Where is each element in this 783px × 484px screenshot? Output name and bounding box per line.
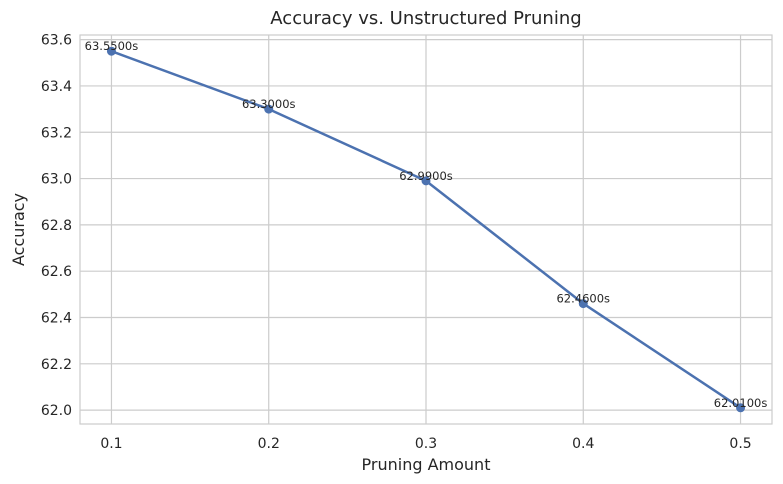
x-tick-label: 0.3: [415, 436, 437, 452]
x-axis-title: Pruning Amount: [362, 455, 491, 474]
data-label: 63.5500s: [85, 39, 139, 53]
data-point: [421, 176, 431, 186]
x-tick-label: 0.2: [258, 436, 280, 452]
x-tick-label: 0.4: [572, 436, 594, 452]
y-tick-label: 63.4: [41, 79, 72, 95]
y-tick-label: 62.0: [41, 403, 72, 419]
series-layer: [106, 46, 746, 413]
y-tick-label: 62.8: [41, 218, 72, 234]
plot-frame: [79, 34, 773, 425]
data-labels: 63.5500s 63.3000s 62.9900s 62.4600s 62.0100s: [85, 39, 768, 410]
chart-title: Accuracy vs. Unstructured Pruning: [270, 8, 581, 29]
grid: [80, 35, 772, 424]
y-tick-label: 62.4: [41, 310, 72, 326]
data-label: 62.9900s: [399, 169, 453, 183]
data-point: [106, 46, 116, 56]
data-point: [264, 104, 274, 114]
y-axis-title: Accuracy: [9, 193, 28, 266]
y-tick-label: 63.0: [41, 172, 72, 188]
data-point: [578, 299, 588, 309]
x-tick-label: 0.5: [729, 436, 751, 452]
tick-labels: 0.1 0.2 0.3 0.4 0.5 62.0 62.2 62.4 62.6 62.8 63.0 6…: [41, 33, 752, 452]
data-label: 62.0100s: [714, 396, 768, 410]
data-point: [736, 403, 746, 413]
data-label: 63.3000s: [242, 97, 296, 111]
x-tick-label: 0.1: [100, 436, 122, 452]
y-tick-label: 63.2: [41, 125, 72, 141]
data-label: 62.4600s: [556, 292, 610, 306]
y-tick-label: 62.6: [41, 264, 72, 280]
y-tick-label: 62.2: [41, 357, 72, 373]
y-tick-label: 63.6: [41, 33, 72, 49]
